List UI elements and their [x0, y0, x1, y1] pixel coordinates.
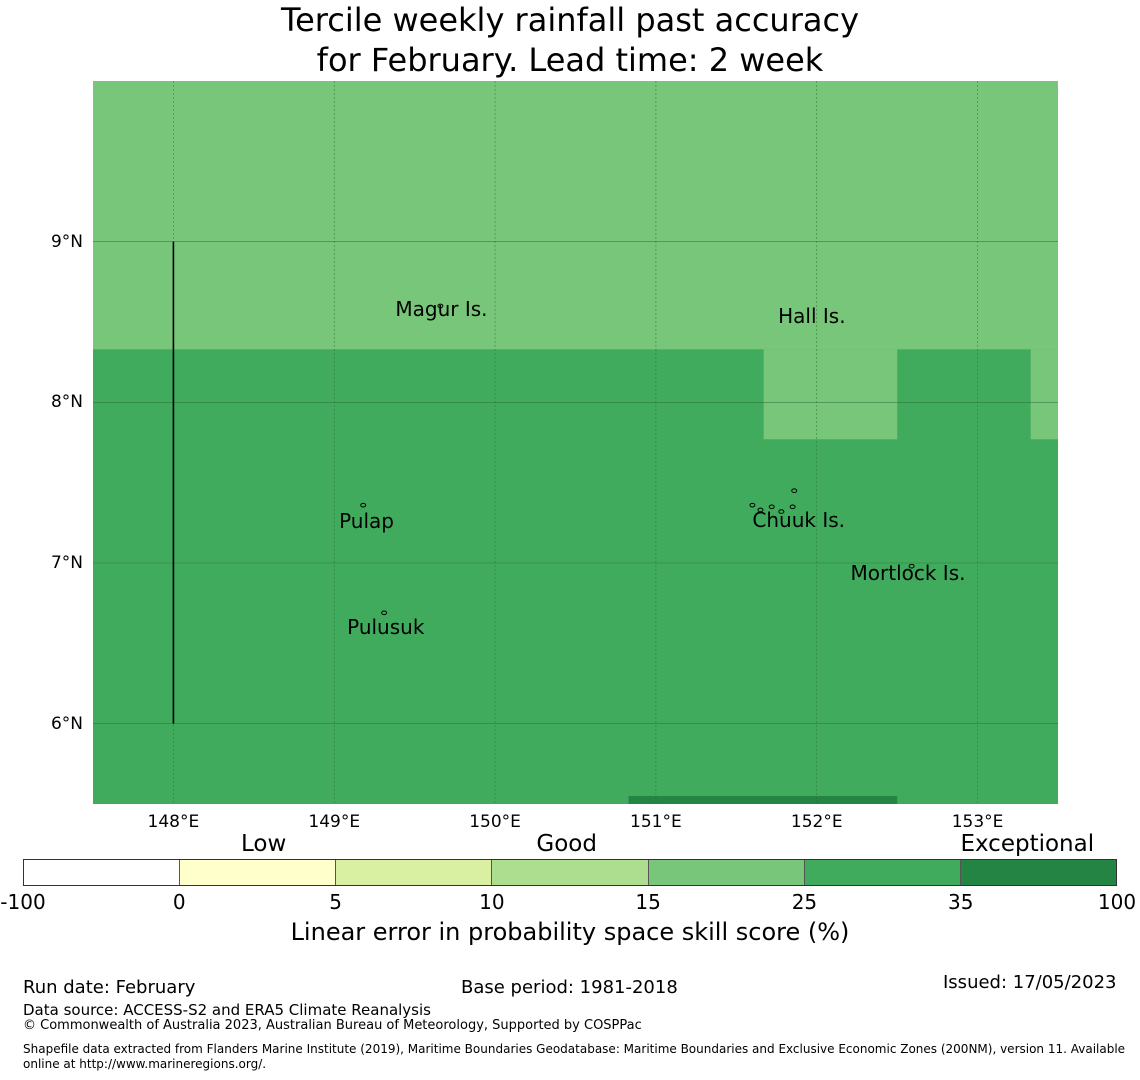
run-date: Run date: February	[23, 977, 196, 998]
skill-cell-15-25	[763, 349, 898, 440]
island-outline	[437, 303, 444, 309]
colorbar	[23, 859, 1117, 886]
graticule	[93, 81, 1058, 804]
lon-tick-label: 149°E	[308, 812, 361, 832]
island-outline	[768, 504, 775, 510]
place-label: Chuuk Is.	[752, 507, 846, 532]
island-outline	[381, 610, 388, 616]
copyright: © Commonwealth of Australia 2023, Austra…	[23, 1018, 642, 1033]
place-label: Hall Is.	[778, 303, 846, 328]
colorbar-segment	[180, 860, 337, 885]
colorbar-tick-label: 25	[791, 890, 818, 914]
island-outlines	[360, 303, 915, 616]
title-line-1: Tercile weekly rainfall past accuracy	[280, 1, 859, 39]
colorbar-class-label: Good	[536, 831, 597, 857]
colorbar-class-label: Low	[241, 831, 287, 857]
colorbar-tick-label: 100	[1097, 890, 1137, 914]
lat-tick-label: 6°N	[50, 713, 83, 734]
place-label: Pulap	[339, 509, 394, 534]
colorbar-tick-label: -100	[0, 890, 46, 914]
skill-cell-15-25	[93, 81, 1058, 350]
shapefile-credit: Shapefile data extracted from Flanders M…	[23, 1042, 1126, 1071]
colorbar-tick-label: 10	[479, 890, 505, 914]
colorbar-segment	[648, 860, 805, 885]
colorbar-segment	[336, 860, 493, 885]
place-label: Pulusuk	[347, 615, 425, 640]
colorbar-tick-label: 0	[172, 890, 186, 914]
data-source: Data source: ACCESS-S2 and ERA5 Climate …	[23, 1001, 431, 1019]
lon-tick-label: 153°E	[951, 812, 1004, 832]
colorbar-tick-label: 5	[329, 890, 342, 914]
island-outline	[778, 509, 785, 514]
colorbar-label: Linear error in probability space skill …	[290, 918, 850, 946]
skill-cells	[93, 81, 1058, 804]
lon-tick-label: 152°E	[790, 812, 843, 832]
colorbar-segment	[804, 860, 961, 885]
island-outline	[749, 502, 756, 508]
lon-tick-label: 150°E	[469, 812, 521, 832]
colorbar-segment	[24, 860, 181, 885]
base-period: Base period: 1981-2018	[461, 977, 678, 998]
island-outline	[360, 502, 367, 508]
lon-tick-label: 148°E	[147, 812, 200, 832]
island-outline	[757, 507, 764, 513]
island-outline	[791, 488, 798, 494]
colorbar-segment	[960, 860, 1116, 885]
lat-tick-label: 7°N	[50, 553, 83, 573]
place-label: Magur Is.	[395, 297, 488, 322]
title-line-2: for February. Lead time: 2 week	[316, 41, 824, 79]
island-outline	[789, 504, 796, 510]
lat-tick-label: 9°N	[50, 231, 83, 252]
skill-cell-15-25	[1030, 349, 1058, 440]
skill-cell-35-100	[628, 795, 898, 804]
colorbar-tick-label: 35	[947, 890, 974, 914]
colorbar-tick-label: 15	[635, 890, 661, 914]
issued-date: Issued: 17/05/2023	[943, 972, 1117, 993]
lon-tick-label: 151°E	[630, 812, 682, 832]
lat-tick-label: 8°N	[50, 392, 83, 413]
map-panel	[93, 81, 1058, 804]
place-label: Mortlock Is.	[850, 560, 966, 585]
chart-title: Tercile weekly rainfall past accuracy fo…	[0, 0, 1140, 80]
colorbar-class-label: Exceptional	[960, 831, 1095, 857]
colorbar-segment	[492, 860, 649, 885]
island-outline	[908, 563, 915, 569]
